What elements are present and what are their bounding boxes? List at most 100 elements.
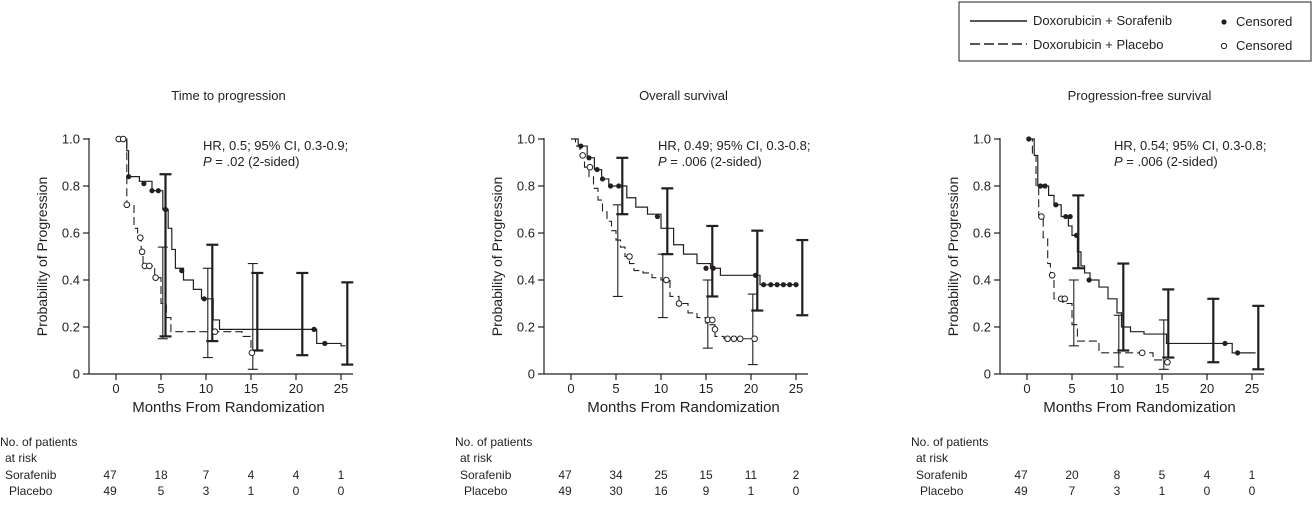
risk-cell: 9	[703, 484, 710, 498]
censored-marker-filled	[594, 166, 600, 173]
censored-marker-filled	[141, 181, 147, 187]
x-tick-label: 0	[567, 381, 574, 396]
legend-censored-label-filled: Censored	[1236, 14, 1292, 29]
risk-cell: 47	[558, 468, 572, 482]
risk-row-label-sorafenib: Sorafenib	[5, 468, 57, 482]
y-axis-label: Probability of Progression	[945, 177, 961, 337]
censored-marker-filled	[793, 282, 799, 288]
y-tick-label: 1.0	[973, 132, 991, 147]
risk-cell: 1	[1249, 468, 1256, 482]
y-tick-label: 0.6	[62, 226, 80, 241]
y-tick-label: 0	[984, 367, 991, 382]
censored-marker-open	[1061, 295, 1069, 303]
y-tick-label: 0.2	[973, 320, 991, 335]
censored-marker-filled	[1053, 202, 1059, 208]
censored-marker-open	[663, 276, 670, 284]
risk-cell: 20	[1065, 468, 1079, 482]
p-value-annotation: P = .006 (2-sided)	[1114, 154, 1218, 169]
chart-title: Overall survival	[639, 88, 728, 103]
censored-marker-filled	[586, 155, 592, 161]
x-tick-label: 25	[334, 381, 348, 396]
y-tick-label: 0.2	[62, 320, 80, 335]
chart-title: Time to progression	[171, 88, 285, 103]
x-tick-label: 20	[1200, 381, 1214, 396]
censored-marker-filled	[1235, 350, 1241, 356]
x-axis-label: Months From Randomization	[587, 399, 780, 416]
censored-marker-open	[248, 349, 256, 357]
censored-marker-filled	[179, 268, 185, 274]
risk-cell: 5	[1159, 468, 1166, 482]
risk-table-header: No. of patients	[911, 435, 988, 449]
censored-marker-filled	[761, 282, 767, 288]
placebo-curve	[1027, 138, 1167, 361]
censored-marker-open	[675, 300, 683, 307]
risk-cell: 47	[103, 468, 117, 482]
censored-marker-filled	[322, 340, 328, 347]
censored-marker-filled	[1063, 213, 1069, 220]
y-tick-label: 0	[73, 367, 80, 382]
censored-marker-open	[736, 335, 744, 343]
censored-marker-open	[152, 274, 159, 281]
risk-cell: 3	[203, 484, 210, 498]
censored-marker-filled	[780, 282, 787, 288]
risk-row-label-placebo: Placebo	[464, 484, 508, 498]
y-tick-label: 0.4	[517, 273, 535, 288]
censored-marker-filled	[703, 265, 709, 271]
risk-cell: 49	[103, 484, 117, 498]
x-tick-label: 15	[244, 381, 258, 396]
risk-cell: 49	[558, 484, 572, 498]
censored-marker-filled	[311, 326, 317, 332]
legend-censored-filled-marker	[1221, 19, 1227, 25]
risk-cell: 25	[654, 468, 668, 482]
hr-annotation: HR, 0.5; 95% CI, 0.3-0.9;	[203, 138, 348, 153]
censored-marker-filled	[1042, 183, 1048, 189]
risk-cell: 4	[293, 468, 300, 482]
censored-marker-open	[724, 335, 731, 343]
risk-cell: 8	[1114, 468, 1121, 482]
censored-marker-open	[137, 234, 144, 241]
censored-marker-open	[146, 262, 153, 270]
risk-cell: 11	[745, 468, 758, 482]
risk-cell: 3	[1114, 484, 1121, 498]
y-tick-label: 0	[528, 367, 535, 382]
x-tick-label: 10	[199, 381, 213, 396]
risk-table-subheader: at risk	[5, 451, 38, 465]
risk-row-label-sorafenib: Sorafenib	[460, 468, 512, 482]
y-tick-label: 0.2	[517, 320, 535, 335]
risk-row-label-placebo: Placebo	[9, 484, 53, 498]
censored-marker-open	[751, 335, 758, 343]
censored-marker-open	[138, 248, 146, 256]
censored-marker-open	[119, 135, 127, 143]
y-tick-label: 0.8	[517, 179, 535, 194]
x-tick-label: 5	[157, 381, 164, 396]
risk-cell: 0	[1249, 484, 1256, 498]
censored-marker-open	[1048, 272, 1056, 279]
censored-marker-filled	[608, 183, 614, 189]
risk-cell: 49	[1014, 484, 1028, 498]
p-value-annotation: P = .02 (2-sided)	[203, 154, 299, 169]
x-tick-label: 20	[289, 381, 303, 396]
risk-cell: 0	[793, 484, 800, 498]
risk-cell: 7	[1069, 484, 1076, 498]
p-value-text: = .006 (2-sided)	[667, 154, 762, 169]
censored-marker-open	[1164, 358, 1171, 366]
censored-marker-open	[711, 326, 719, 333]
p-value-text: = .006 (2-sided)	[1123, 154, 1218, 169]
risk-row-label-sorafenib: Sorafenib	[916, 468, 968, 482]
legend-censored-label-open: Censored	[1236, 38, 1292, 53]
censored-marker-filled	[1067, 213, 1073, 220]
risk-cell: 34	[609, 468, 623, 482]
risk-cell: 5	[158, 484, 165, 498]
risk-cell: 1	[248, 484, 255, 498]
x-axis-label: Months From Randomization	[1043, 399, 1236, 416]
x-tick-label: 0	[112, 381, 119, 396]
x-axis-label: Months From Randomization	[132, 399, 325, 416]
censored-marker-filled	[1037, 183, 1044, 189]
x-tick-label: 15	[699, 381, 713, 396]
censored-marker-filled	[155, 188, 161, 194]
censored-marker-open	[211, 328, 219, 336]
risk-cell: 47	[1014, 468, 1028, 482]
censored-marker-filled	[1222, 340, 1228, 347]
p-label: P	[203, 154, 212, 169]
